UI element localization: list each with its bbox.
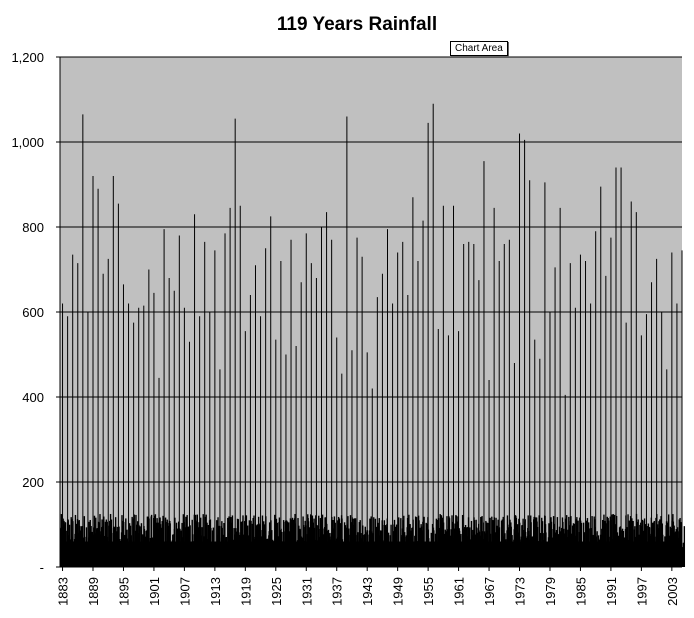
- x-tick-label: 1895: [116, 577, 131, 606]
- y-tick-label: 800: [22, 220, 44, 235]
- x-tick-label: 1901: [147, 577, 162, 606]
- y-axis: - 200 400 600 800 1,000 1,200: [11, 50, 61, 575]
- y-tick-label: 1,000: [11, 135, 44, 150]
- x-tick-label: 1931: [299, 577, 314, 606]
- x-tick-label: 1985: [573, 577, 588, 606]
- y-tick-label: -: [40, 560, 44, 575]
- x-tick-label: 1943: [360, 577, 375, 606]
- rainfall-base-band: [60, 541, 682, 567]
- y-tick-label: 200: [22, 475, 44, 490]
- x-tick-label: 1979: [543, 577, 558, 606]
- x-tick-label: 1919: [238, 577, 253, 606]
- x-tick-label: 1913: [208, 577, 223, 606]
- x-tick-label: 1889: [86, 577, 101, 606]
- x-tick-label: 1967: [482, 577, 497, 606]
- x-tick-label: 1925: [269, 577, 284, 606]
- chart-title: 119 Years Rainfall: [277, 14, 437, 35]
- x-tick-label: 1961: [452, 577, 467, 606]
- x-tick-label: 1955: [421, 577, 436, 606]
- x-tick-label: 1973: [513, 577, 528, 606]
- y-tick-label: 1,200: [11, 50, 44, 65]
- x-tick-label: 1883: [56, 577, 71, 606]
- chart-area-tooltip: Chart Area: [450, 41, 508, 56]
- x-tick-label: 2003: [665, 577, 680, 606]
- y-tick-label: 600: [22, 305, 44, 320]
- x-tick-label: 1949: [391, 577, 406, 606]
- x-tick-label: 1937: [330, 577, 345, 606]
- x-tick-label: 1991: [604, 577, 619, 606]
- x-tick-label: 1907: [177, 577, 192, 606]
- bar-series: [59, 103, 686, 567]
- x-tick-label: 1997: [634, 577, 649, 606]
- x-axis: 1883 1889 1895 1901 1907 1913 1919 1925 1931 1937…: [56, 566, 682, 606]
- y-tick-label: 400: [22, 390, 44, 405]
